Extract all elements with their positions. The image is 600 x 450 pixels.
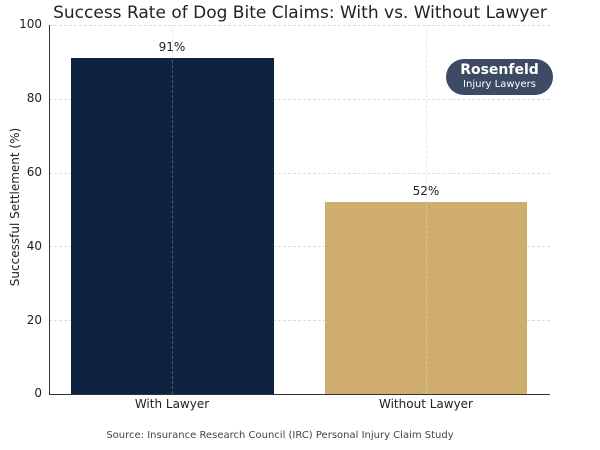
- gridline: [172, 25, 173, 394]
- x-tick-label: With Lawyer: [134, 397, 210, 411]
- source-note: Source: Insurance Research Council (IRC)…: [106, 430, 454, 441]
- y-tick-label: 0: [34, 386, 42, 400]
- bar-without-lawyer: [325, 202, 527, 394]
- gridline: [49, 320, 550, 321]
- y-axis-label: Successful Settlement (%): [8, 127, 22, 287]
- bar-with-lawyer: [71, 58, 274, 394]
- gridline: [49, 173, 550, 174]
- y-tick-label: 60: [26, 165, 42, 179]
- gridline: [49, 246, 550, 247]
- y-axis: [49, 25, 50, 394]
- y-tick-label: 80: [26, 91, 42, 105]
- logo-tagline: Injury Lawyers: [463, 79, 536, 90]
- brand-logo: Rosenfeld Injury Lawyers: [446, 59, 553, 95]
- x-tick-label: Without Lawyer: [379, 397, 473, 411]
- gridline: [49, 99, 550, 100]
- y-tick-label: 40: [26, 239, 42, 253]
- y-tick-label: 20: [26, 313, 42, 327]
- y-tick-label: 100: [19, 17, 42, 31]
- data-label: 91%: [158, 40, 186, 54]
- data-label: 52%: [412, 184, 440, 198]
- gridline: [426, 25, 427, 394]
- x-axis: [49, 394, 550, 395]
- chart-title: Success Rate of Dog Bite Claims: With vs…: [53, 3, 547, 23]
- gridline: [49, 25, 550, 26]
- logo-name: Rosenfeld: [460, 62, 539, 78]
